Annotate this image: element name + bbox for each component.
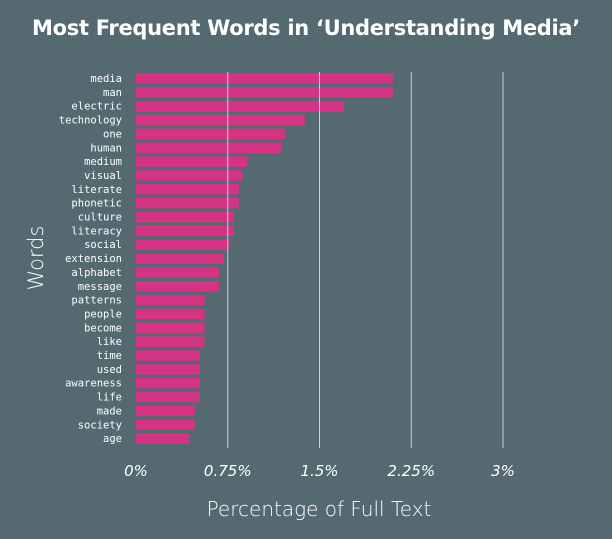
x-axis-label: Percentage of Full Text [206, 497, 432, 521]
y-tick-label: social [84, 239, 122, 251]
bar-message [136, 281, 220, 292]
y-tick-label: culture [78, 212, 122, 224]
x-tick-label: 2.25% [387, 462, 435, 480]
bar-alphabet [136, 267, 220, 278]
bar-technology [136, 114, 305, 126]
y-tick-label: human [90, 142, 122, 154]
y-tick-label: used [97, 364, 122, 376]
y-tick-label: time [97, 350, 122, 362]
bar-social [136, 239, 229, 250]
y-tick-label: become [84, 322, 122, 334]
bar-people [136, 308, 205, 320]
bar-extension [136, 253, 225, 264]
y-tick-label: medium [84, 156, 122, 168]
bar-become [136, 322, 205, 334]
y-tick-label: age [103, 433, 122, 445]
bar-society [136, 419, 195, 430]
y-tick-label: man [103, 87, 122, 99]
y-tick-label: one [103, 128, 122, 140]
y-tick-label: visual [84, 170, 122, 182]
y-tick-label: technology [59, 115, 122, 127]
y-tick-label: society [78, 419, 122, 431]
y-tick-label: literate [71, 184, 122, 196]
bar-medium [136, 156, 248, 167]
bar-used [136, 364, 200, 375]
bar-visual [136, 170, 243, 181]
bar-media [136, 73, 393, 84]
bar-like [136, 336, 205, 347]
x-tick-label: 3% [491, 462, 515, 480]
y-tick-label: alphabet [71, 267, 122, 279]
bar-one [136, 128, 286, 140]
y-tick-label: patterns [71, 295, 122, 307]
bar-man [136, 87, 393, 98]
y-tick-label: like [97, 336, 122, 348]
y-tick-label: electric [71, 101, 122, 113]
y-tick-label: phonetic [71, 198, 122, 210]
y-tick-label: message [78, 281, 122, 293]
bar-culture [136, 211, 234, 223]
bar-human [136, 142, 282, 153]
y-tick-label: life [97, 392, 122, 404]
bar-made [136, 405, 195, 417]
bar-life [136, 391, 200, 403]
bar-awareness [136, 377, 200, 389]
y-tick-label: made [97, 405, 122, 417]
x-tick-label: 0.75% [204, 462, 252, 480]
bar-phonetic [136, 197, 239, 209]
chart-title: Most Frequent Words in ‘Understanding Me… [32, 16, 580, 40]
bar-electric [136, 100, 344, 112]
bar-literacy [136, 225, 234, 237]
bar-patterns [136, 294, 205, 306]
y-tick-label: literacy [71, 225, 122, 237]
y-tick-label: people [84, 308, 122, 320]
bar-time [136, 350, 200, 361]
y-tick-label: awareness [65, 378, 122, 390]
x-tick-label: 0% [124, 462, 148, 480]
x-tick-label: 1.5% [300, 462, 338, 480]
y-tick-label: media [90, 73, 122, 85]
bar-literate [136, 184, 239, 195]
bar-age [136, 433, 190, 444]
y-tick-label: extension [65, 253, 122, 265]
